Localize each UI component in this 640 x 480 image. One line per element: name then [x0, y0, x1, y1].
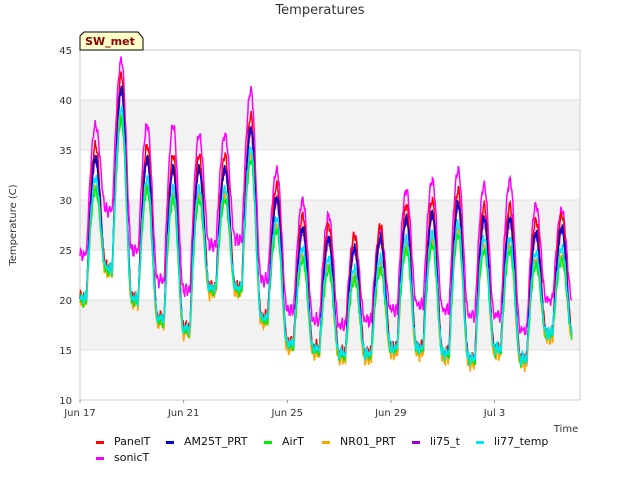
- y-tick-label: 20: [59, 296, 72, 307]
- x-tick-label: Jun 21: [167, 408, 200, 419]
- grid-band: [80, 100, 580, 150]
- legend-label: AM25T_PRT: [184, 435, 248, 448]
- series-line-sonict: [79, 56, 573, 336]
- y-tick-label: 15: [59, 346, 72, 357]
- legend-swatch: [96, 457, 104, 460]
- legend: PanelT AM25T_PRT AirT NR01_PRT li75_t li77_te…: [96, 435, 548, 464]
- plot-frame: [79, 49, 581, 401]
- legend-swatch: [476, 441, 484, 444]
- legend-swatch: [264, 441, 272, 444]
- y-tick-label: 35: [59, 146, 72, 157]
- x-tick-label: Jun 17: [63, 408, 96, 419]
- chart-title: Temperatures: [274, 3, 364, 18]
- y-tick-label: 10: [59, 396, 72, 407]
- y-tick-label: 30: [59, 196, 72, 207]
- y-tick-label: 45: [59, 46, 72, 57]
- legend-swatch: [412, 441, 420, 444]
- y-axis-label: Temperature (C): [8, 184, 19, 266]
- x-tick-label: Jun 25: [270, 408, 303, 419]
- series-layer: [79, 56, 573, 372]
- legend-label: PanelT: [114, 435, 151, 448]
- legend-label: NR01_PRT: [340, 435, 396, 448]
- station-badge: SW_met: [79, 31, 144, 51]
- legend-swatch: [96, 441, 104, 444]
- legend-label: AirT: [282, 435, 304, 448]
- x-tick-label: Jun 29: [374, 408, 407, 419]
- legend-swatch: [322, 441, 330, 444]
- station-label: SW_met: [85, 35, 135, 48]
- legend-label: li77_temp: [494, 435, 548, 448]
- legend-swatch: [166, 441, 174, 444]
- x-tick-label: Jul 3: [483, 408, 506, 419]
- series-line-li77-temp: [79, 105, 573, 367]
- axes: 10 15 20 25 30 35 40 45 Jun 17 Jun 21 Jun 25 Jun 29…: [59, 46, 505, 419]
- legend-label: sonicT: [114, 451, 150, 464]
- y-tick-label: 40: [59, 96, 72, 107]
- y-tick-label: 25: [59, 246, 72, 257]
- legend-label: li75_t: [430, 435, 461, 448]
- x-axis-label: Time: [553, 424, 578, 435]
